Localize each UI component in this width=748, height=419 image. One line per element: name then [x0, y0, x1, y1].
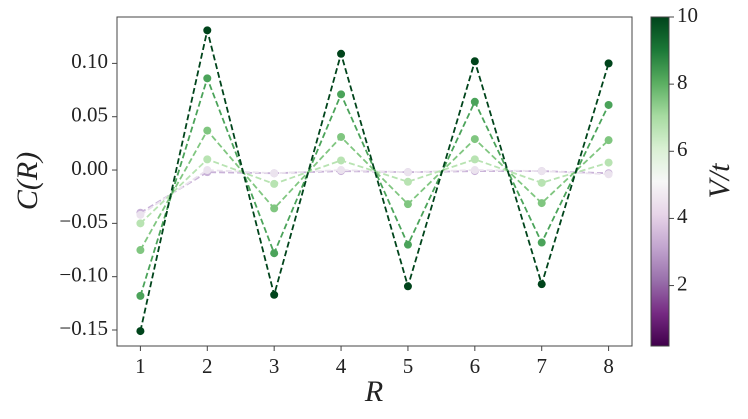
- data-point: [136, 291, 145, 300]
- data-point: [337, 156, 346, 165]
- data-point: [537, 178, 546, 187]
- data-point: [537, 280, 546, 289]
- data-point: [537, 199, 546, 208]
- data-point: [403, 240, 412, 249]
- data-point: [270, 290, 279, 299]
- series-line: [139, 75, 610, 297]
- y-tick-label: 0.05: [71, 103, 108, 127]
- x-tick-label: 7: [536, 354, 547, 378]
- data-point: [470, 166, 479, 175]
- plot-frame: [116, 16, 633, 347]
- y-tick-label: 0.00: [71, 156, 108, 180]
- data-point: [270, 204, 279, 213]
- x-tick-label: 4: [336, 354, 347, 378]
- x-axis-label: R: [364, 375, 383, 408]
- y-tick-label: −0.15: [59, 316, 108, 340]
- data-point: [403, 177, 412, 186]
- data-point: [203, 74, 212, 83]
- x-tick-label: 2: [202, 354, 213, 378]
- x-tick-label: 5: [403, 354, 414, 378]
- series-line: [139, 30, 610, 332]
- x-tick-label: 1: [135, 354, 146, 378]
- data-point: [470, 97, 479, 106]
- y-tick-label: 0.10: [71, 49, 108, 73]
- y-axis-label: C(R): [11, 152, 44, 210]
- data-point: [604, 100, 613, 109]
- series-line: [139, 158, 609, 225]
- series-line: [139, 170, 609, 214]
- series-line: [139, 169, 609, 216]
- series-line: [139, 129, 610, 251]
- x-tick-label: 6: [470, 354, 481, 378]
- data-point: [337, 166, 346, 175]
- colorbar-label: V/t: [703, 163, 736, 199]
- colorbar-tick-label: 4: [677, 204, 688, 228]
- data-point: [203, 26, 212, 35]
- data-point: [136, 246, 145, 255]
- data-point: [136, 210, 145, 219]
- data-point: [203, 166, 212, 175]
- data-point: [604, 59, 613, 68]
- data-point: [537, 167, 546, 176]
- colorbar-tick-label: 6: [677, 137, 688, 161]
- data-point: [337, 132, 346, 141]
- data-point: [270, 249, 279, 258]
- colorbar-tick-label: 2: [677, 271, 688, 295]
- data-point: [136, 219, 145, 228]
- data-point: [337, 90, 346, 99]
- data-point: [604, 170, 613, 179]
- y-tick-label: −0.10: [59, 262, 108, 286]
- data-point: [470, 135, 479, 144]
- data-point: [270, 169, 279, 178]
- colorbar: [650, 16, 670, 347]
- data-point: [203, 155, 212, 164]
- data-point: [403, 282, 412, 291]
- data-point: [604, 136, 613, 145]
- data-point: [604, 158, 613, 167]
- colorbar-tick-label: 8: [677, 70, 688, 94]
- data-point: [403, 168, 412, 177]
- colorbar-tick-label: 10: [677, 3, 698, 27]
- data-point: [270, 179, 279, 188]
- data-point: [537, 238, 546, 247]
- data-point: [337, 49, 346, 58]
- x-tick-label: 3: [269, 354, 280, 378]
- data-point: [470, 57, 479, 66]
- data-point: [470, 155, 479, 164]
- y-tick-label: −0.05: [59, 209, 108, 233]
- x-tick-label: 8: [603, 354, 614, 378]
- data-point: [403, 200, 412, 209]
- data-point: [203, 126, 212, 135]
- data-point: [136, 327, 145, 336]
